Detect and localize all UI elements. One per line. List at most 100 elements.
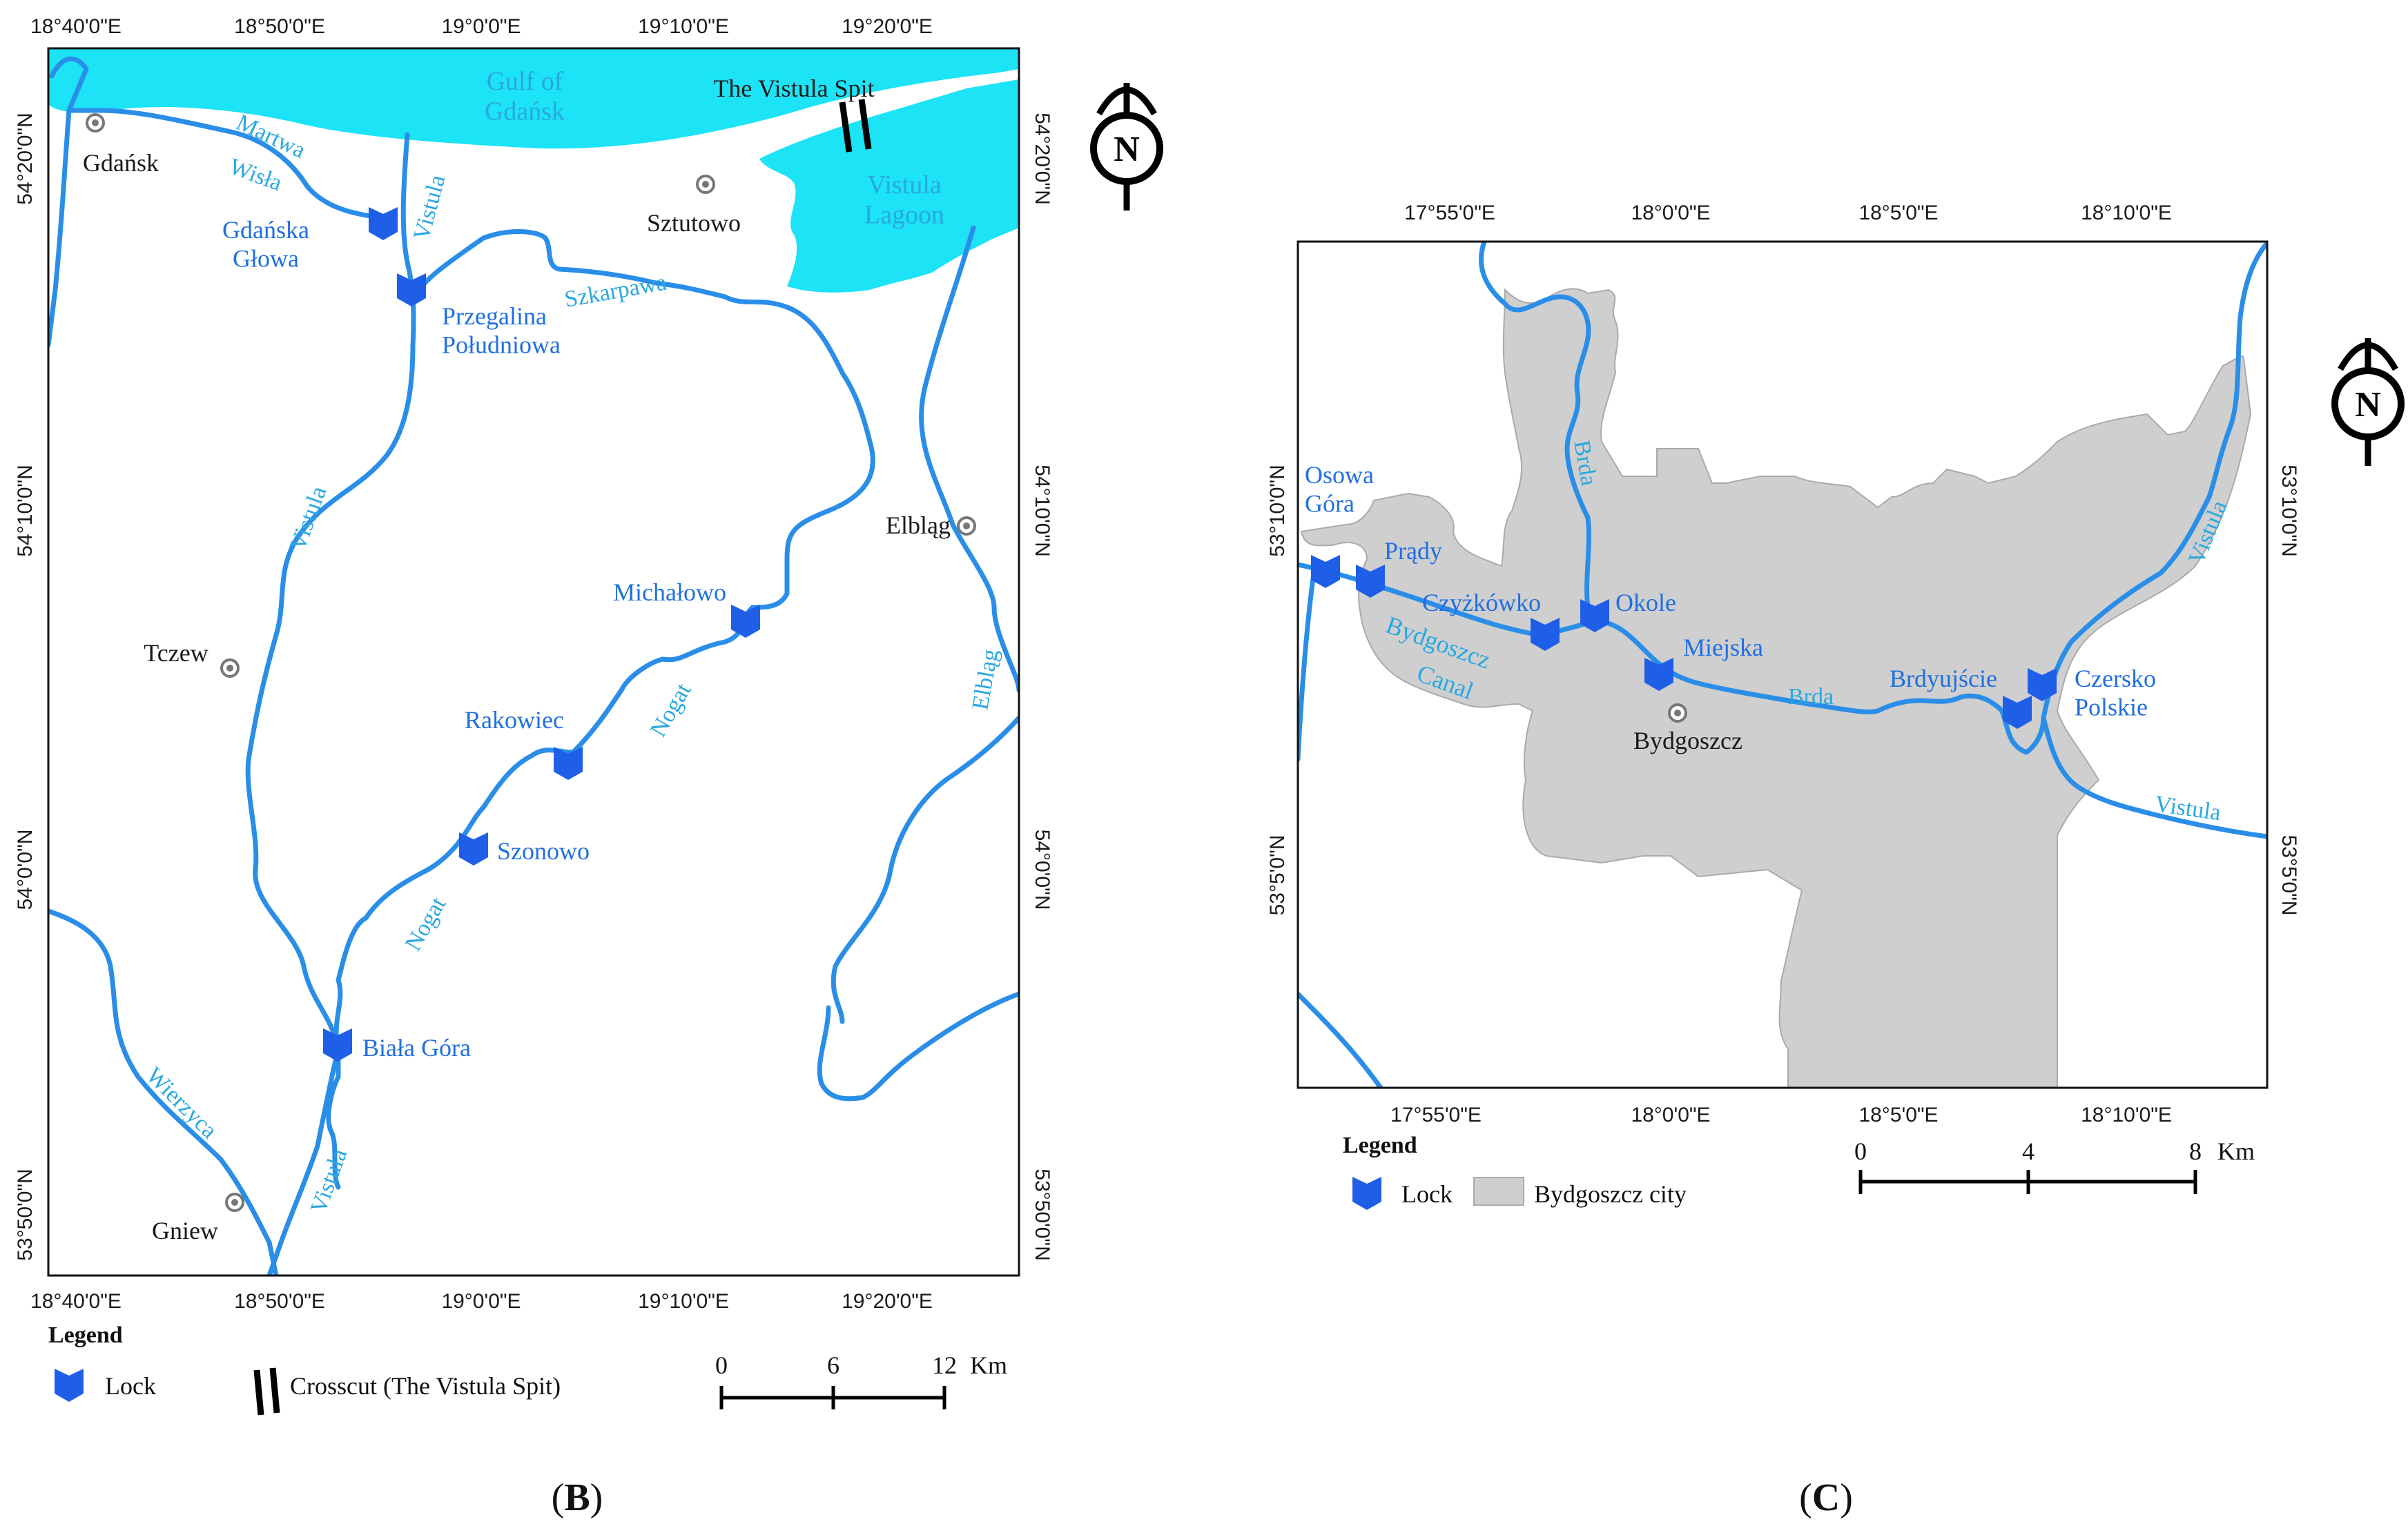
panel-c-caption: (C): [1799, 1476, 1853, 1519]
legend-crosscut-icon: [253, 1367, 280, 1416]
coord-label: 18°10'0"E: [2081, 1104, 2172, 1126]
scale-unit-label: Km: [2217, 1137, 2255, 1165]
szkarpawa-river: [410, 229, 875, 610]
panel-c: 17°55'0"E 18°0'0"E 18°5'0"E 18°10'0"E 17…: [1266, 202, 2300, 1519]
lock-label-text: Osowa: [1305, 461, 1374, 489]
gulf-label-text: Gulf of: [487, 67, 563, 96]
lock-label-text-line: Lagoon: [864, 201, 944, 230]
elblag-label: Elbląg: [886, 511, 951, 539]
coord-label: 53°5'0"N: [2278, 835, 2300, 916]
coord-label: 53°50'0"N: [14, 1169, 37, 1260]
vistula-south-river: [266, 1046, 341, 1276]
elblag-town-marker: [957, 516, 976, 536]
north-arrow-label: N: [1114, 130, 1140, 169]
north-arrow-label: N: [2355, 385, 2381, 424]
lock-label-text: Gdańska: [222, 216, 309, 244]
vistula-spit-label: The Vistula Spit: [713, 75, 874, 102]
scale-tick-label: 8: [2189, 1137, 2202, 1165]
scale-tick-label: 0: [1854, 1137, 1867, 1165]
nogat-river: [333, 605, 755, 1052]
panel-b-bottom-coords: 18°40'0"E 18°50'0"E 19°0'0"E 19°10'0"E 1…: [30, 1290, 933, 1313]
gdansk-town-marker: [86, 113, 105, 133]
coord-label: 18°0'0"E: [1631, 202, 1710, 224]
west-river: [48, 108, 72, 348]
lock-brdyujscie-label: Brdyujście: [1890, 665, 1997, 692]
lock-label-text-line: Południowa: [442, 331, 561, 358]
panel-b-left-coords: 54°20'0"N 54°10'0"N 54°0'0"N 53°50'0"N: [14, 113, 37, 1260]
coord-label: 53°10'0"N: [2278, 465, 2300, 556]
coord-label: 18°50'0"E: [234, 15, 325, 38]
vistula-main-river: [245, 342, 416, 1190]
coord-label: 53°5'0"N: [1266, 835, 1289, 916]
panel-c-frame: [1297, 240, 2269, 1089]
lock-przegalina-label: Przegalina Południowa: [442, 302, 561, 358]
gdansk-label: Gdańsk: [83, 149, 159, 177]
gulf-of-gdansk-water: [48, 48, 1019, 149]
gniew-town-marker: [225, 1193, 244, 1212]
panel-b-top-coords: 18°40'0"E 18°50'0"E 19°0'0"E 19°10'0"E 1…: [30, 15, 933, 38]
elblag-river: [919, 225, 1019, 693]
lock-label-text: Przegalina: [442, 302, 547, 330]
panel-b-caption: (B): [552, 1476, 603, 1519]
legend-lock-icon-c: [1352, 1177, 1381, 1210]
brda-east-label: Brda: [1788, 684, 1834, 710]
coord-label: 18°5'0"E: [1858, 1104, 1938, 1126]
panel-b-legend-title: Legend: [48, 1322, 123, 1348]
legend-city-label: Bydgoszcz city: [1534, 1180, 1687, 1208]
coord-label: 18°10'0"E: [2081, 202, 2172, 224]
legend-city-swatch: [1473, 1177, 1524, 1206]
tczew-town-marker: [220, 658, 240, 678]
east-shore-line: [831, 715, 1019, 1024]
coord-label: 18°5'0"E: [1858, 202, 1938, 224]
coord-label: 54°10'0"N: [1031, 465, 1054, 556]
coord-label: 19°20'0"E: [842, 1290, 933, 1313]
lock-szonowo-label: Szonowo: [497, 837, 590, 865]
crosscut-marker: [839, 99, 872, 153]
martwa-wisla-river: [49, 56, 382, 220]
coord-label: 17°55'0"E: [1390, 1104, 1482, 1126]
lock-label-text-line: Głowa: [233, 244, 299, 272]
lock-czyzkowko-label: Czyżkówko: [1422, 589, 1541, 616]
legend-lock-label: Lock: [105, 1372, 156, 1400]
coord-label: 18°50'0"E: [234, 1290, 325, 1313]
panel-c-left-coords: 53°10'0"N 53°5'0"N: [1266, 465, 1289, 915]
vistula-north-river: [400, 132, 416, 348]
north-arrow-c: N: [2331, 338, 2405, 466]
coord-label: 54°0'0"N: [14, 830, 37, 910]
lock-label-text-line: Góra: [1305, 489, 1354, 517]
lock-label-text-line: Polskie: [2075, 693, 2148, 721]
bydgoszcz-canal-river: [1298, 562, 2046, 755]
panel-b-map-body: [48, 48, 1019, 1276]
coord-label: 54°0'0"N: [1031, 830, 1054, 910]
vistula-river-c: [2041, 242, 2267, 839]
lock-label-text: Czersko: [2075, 665, 2156, 692]
panel-c-bottom-coords: 17°55'0"E 18°0'0"E 18°5'0"E 18°10'0"E: [1390, 1104, 2172, 1126]
lock-gdanska-glowa-label: Gdańska Głowa: [222, 216, 309, 272]
lagoon-label-text: Vistula: [867, 170, 942, 199]
coord-label: 54°20'0"N: [14, 113, 37, 204]
coord-label: 18°40'0"E: [30, 1290, 122, 1313]
west-river-c: [1298, 562, 1318, 762]
lock-osowa-gora-label: Osowa Góra: [1305, 461, 1374, 517]
coord-label: 19°0'0"E: [441, 1290, 521, 1313]
panel-b-scale-bar: 0 6 12 Km: [715, 1351, 1007, 1409]
scale-tick-label: 0: [715, 1351, 728, 1379]
scale-tick-label: 6: [827, 1351, 839, 1379]
panel-b-caption-letter: B: [564, 1476, 590, 1519]
north-arrow-b: N: [1090, 83, 1163, 211]
lagoon-label: Vistula Lagoon: [864, 170, 944, 230]
bydgoszcz-town-marker: [1668, 703, 1687, 723]
gulf-label: Gulf of Gdańsk: [485, 67, 565, 126]
coord-label: 19°10'0"E: [638, 15, 729, 38]
panel-c-caption-letter: C: [1812, 1476, 1840, 1519]
lock-czersko-label: Czersko Polskie: [2075, 665, 2156, 721]
panel-b: 18°40'0"E 18°50'0"E 19°0'0"E 19°10'0"E 1…: [14, 15, 1054, 1519]
coord-label: 19°0'0"E: [441, 15, 521, 38]
legend-lock-icon: [55, 1369, 84, 1402]
coord-label: 17°55'0"E: [1404, 202, 1495, 224]
gniew-label: Gniew: [152, 1217, 218, 1244]
panel-c-legend-title: Legend: [1343, 1133, 1417, 1158]
lock-miejska-label: Miejska: [1683, 634, 1763, 661]
coord-label: 53°50'0"N: [1031, 1169, 1054, 1260]
